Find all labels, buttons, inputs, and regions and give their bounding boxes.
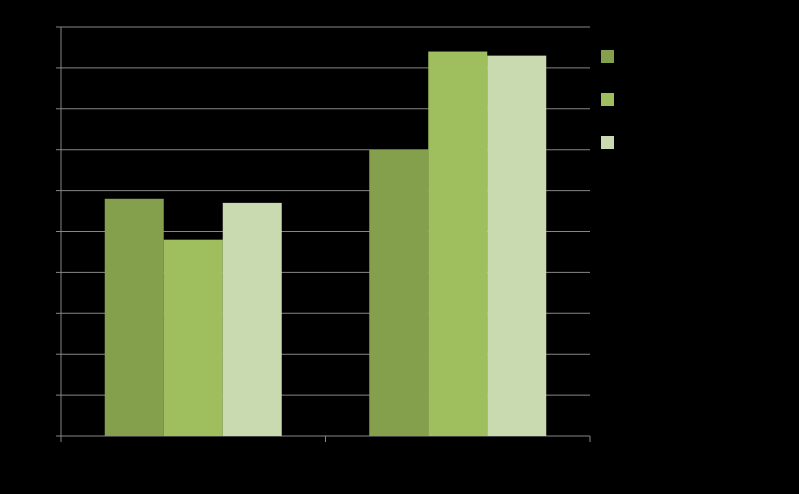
bar: [428, 51, 488, 436]
bar: [487, 55, 547, 436]
legend-swatch: [601, 50, 614, 63]
legend-swatch: [601, 136, 614, 149]
bar: [163, 239, 223, 436]
bar: [222, 202, 282, 436]
legend-swatch: [601, 93, 614, 106]
bar: [104, 198, 164, 436]
bar: [369, 149, 429, 436]
